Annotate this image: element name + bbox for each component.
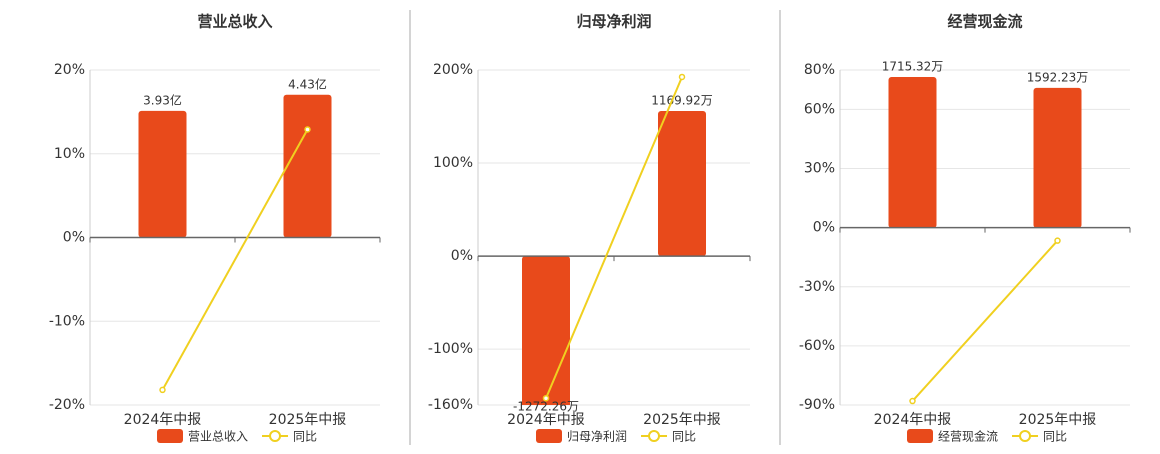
y-tick-label: 0% [813,220,835,236]
bar [522,256,570,405]
x-tick-label: 2024年中报 [874,412,952,428]
line-marker [678,73,686,81]
line [161,128,309,391]
chart-title: 归母净利润 [576,13,651,31]
line-marker [909,397,916,405]
legend-label: 同比 [672,430,696,444]
legend-swatch [1019,430,1032,442]
y-tick-label: -100% [428,341,473,357]
bar [658,110,706,257]
x-tick-label: 2024年中报 [124,412,202,428]
legend-label: 同比 [1043,430,1067,444]
data-label: 1169.92万 [651,93,713,107]
y-tick-label: -90% [799,397,835,413]
y-tick-label: -20% [49,397,85,413]
y-tick-label: -60% [799,338,835,354]
y-tick-label: 200% [433,62,473,78]
line [545,76,683,399]
y-tick-label: 60% [804,101,835,117]
line-marker [542,394,550,402]
legend-label: 营业总收入 [188,430,248,444]
line-marker [159,386,166,394]
data-label: 4.43亿 [288,76,327,91]
y-tick-label: -30% [799,279,835,295]
line [911,239,1059,402]
x-tick-label: 2025年中报 [1019,412,1097,428]
x-tick-label: 2025年中报 [269,412,347,428]
legend-swatch [157,429,183,443]
data-label: -1272.26万 [513,400,579,414]
y-tick-label: -160% [428,397,473,413]
legend-label: 经营现金流 [938,429,998,444]
x-tick-label: 2024年中报 [507,412,585,428]
bar [888,77,937,229]
y-tick-label: 0% [63,230,85,246]
chart-title: 经营现金流 [947,13,1022,31]
y-tick-label: 10% [54,146,85,162]
legend-label: 归母净利润 [567,430,627,444]
y-tick-label: 80% [804,62,835,78]
y-tick-label: 20% [54,62,85,78]
legend-swatch [907,429,933,443]
legend-swatch [536,429,562,443]
y-tick-label: 100% [433,155,473,171]
y-tick-label: 0% [451,248,473,264]
y-tick-label: -10% [49,313,85,329]
bar [138,110,187,238]
y-tick-label: 30% [804,161,835,177]
bar [283,94,332,238]
chart-title: 营业总收入 [197,13,272,31]
line-marker [1054,237,1061,244]
legend-swatch [648,430,661,442]
bar [1033,87,1082,229]
data-label: 1592.23万 [1027,70,1089,84]
legend-label: 同比 [293,430,317,444]
data-label: 1715.32万 [882,60,944,74]
x-tick-label: 2025年中报 [643,412,721,428]
data-label: 3.93亿 [143,92,182,107]
legend-swatch [269,430,282,442]
line-marker [304,126,311,133]
